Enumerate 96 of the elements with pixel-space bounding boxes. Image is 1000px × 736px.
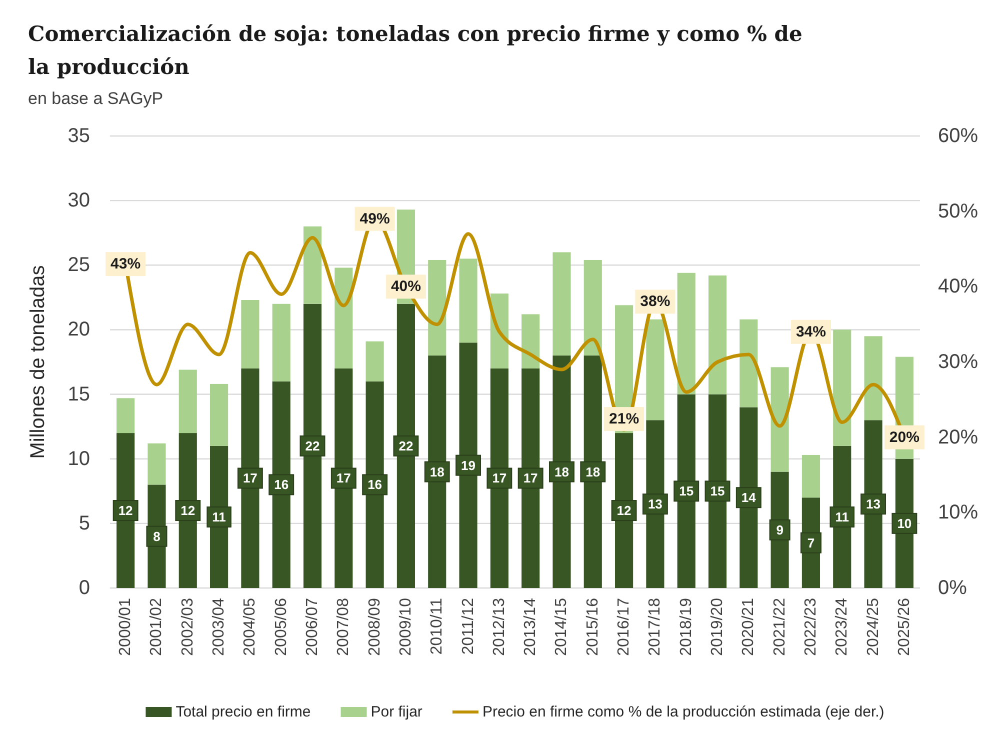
bar — [708, 275, 727, 394]
data-label: 22 — [305, 438, 320, 454]
data-label: 19 — [461, 458, 476, 473]
x-tick-label: 2016/17 — [616, 598, 633, 656]
data-label: 17 — [242, 470, 258, 486]
data-label: 18 — [554, 464, 569, 480]
x-tick-label: 2011/12 — [460, 598, 477, 655]
legend-label: Por fijar — [370, 704, 422, 720]
bar — [303, 226, 322, 304]
chart-subtitle: en base a SAGyP — [28, 89, 164, 108]
data-label: 15 — [679, 484, 694, 499]
y2-tick-label: 60% — [938, 125, 978, 147]
x-tick-label: 2018/19 — [678, 598, 695, 656]
data-label: 15 — [710, 484, 725, 499]
data-label: 18 — [430, 464, 444, 480]
y-tick-label: 20 — [68, 318, 90, 341]
data-label: 7 — [807, 535, 815, 550]
y2-tick-label: 30% — [938, 351, 978, 373]
data-label: 17 — [336, 470, 351, 486]
data-label: 11 — [835, 509, 849, 524]
x-tick-label: 2005/06 — [272, 598, 290, 656]
x-tick-label: 2009/10 — [397, 598, 414, 656]
x-tick-label: 2017/18 — [646, 598, 664, 656]
bar — [459, 258, 478, 343]
data-label: 17 — [492, 470, 507, 486]
y-tick-label: 25 — [68, 254, 90, 276]
bar — [272, 304, 290, 382]
data-label: 12 — [118, 503, 133, 518]
data-label: 12 — [616, 503, 632, 518]
data-label: 9 — [776, 522, 784, 538]
bar — [802, 454, 820, 498]
data-label: 13 — [866, 496, 881, 512]
bar — [116, 398, 135, 434]
x-tick-label: 2007/08 — [335, 598, 352, 656]
y-tick-label: 30 — [68, 190, 90, 212]
x-tick-label: 2001/02 — [148, 598, 166, 656]
y2-tick-label: 50% — [938, 200, 978, 222]
bar — [366, 341, 384, 382]
x-tick-label: 2015/16 — [584, 598, 602, 656]
y2-tick-label: 40% — [938, 276, 978, 298]
x-tick-label: 2003/04 — [210, 598, 228, 656]
bar — [740, 319, 758, 408]
legend-label: Precio en firme como % de la producción estimada (eje der.) — [482, 704, 884, 720]
y2-tick-label: 20% — [938, 426, 978, 448]
bar — [178, 370, 197, 434]
data-label: 18 — [586, 464, 600, 480]
x-tick-label: 2000/01 — [117, 598, 134, 656]
bar — [428, 260, 446, 356]
x-tick-label: 2006/07 — [304, 598, 321, 656]
bar — [677, 272, 696, 394]
bar — [646, 319, 664, 420]
bar — [210, 384, 228, 446]
x-tick-label: 2019/20 — [709, 598, 726, 656]
data-label: 13 — [648, 496, 662, 512]
y-tick-label: 10 — [68, 448, 90, 470]
y-tick-label: 15 — [68, 383, 90, 406]
x-tick-label: 2004/05 — [242, 598, 259, 656]
bar — [770, 367, 789, 472]
legend-label: Total precio en firme — [176, 704, 311, 720]
x-tick-label: 2008/09 — [366, 598, 384, 656]
bar — [584, 260, 602, 356]
bar — [552, 252, 571, 356]
y-tick-label: 5 — [78, 512, 90, 534]
bar — [864, 336, 882, 420]
data-label: 10 — [897, 516, 912, 531]
x-tick-label: 2024/25 — [864, 598, 882, 656]
chart-title: Comercialización de soja: toneladas con precio firme y como % de la producción — [28, 21, 802, 79]
data-label: 17 — [523, 470, 538, 486]
y-tick-label: 0 — [78, 577, 90, 599]
data-label: 21% — [609, 410, 640, 428]
x-tick-label: 2023/24 — [834, 598, 851, 656]
x-tick-label: 2002/03 — [179, 598, 196, 656]
y2-tick-label: 0% — [938, 577, 968, 599]
x-tick-label: 2010/11 — [428, 598, 446, 655]
x-tick-label: 2012/13 — [490, 598, 508, 656]
data-label: 22 — [398, 438, 414, 454]
x-tick-label: 2022/23 — [802, 598, 820, 656]
x-tick-label: 2014/15 — [553, 598, 570, 656]
y2-tick-label: 10% — [938, 502, 978, 524]
data-label: 12 — [180, 503, 196, 518]
data-label: 8 — [153, 528, 160, 544]
data-label: 16 — [368, 477, 382, 492]
y-tick-label: 35 — [68, 125, 90, 147]
bar — [241, 300, 260, 368]
x-tick-label: 2021/22 — [771, 598, 788, 656]
y-axis-title: Millones de toneladas — [27, 265, 49, 459]
data-label: 11 — [212, 509, 226, 524]
data-label: 14 — [741, 490, 757, 506]
bar — [148, 443, 166, 485]
bar — [833, 330, 852, 446]
bar — [522, 314, 540, 368]
bar — [334, 268, 353, 368]
data-label: 16 — [274, 477, 289, 492]
x-tick-label: 2025/26 — [896, 598, 913, 656]
x-tick-label: 2020/21 — [740, 598, 758, 656]
x-tick-label: 2013/14 — [522, 598, 540, 656]
